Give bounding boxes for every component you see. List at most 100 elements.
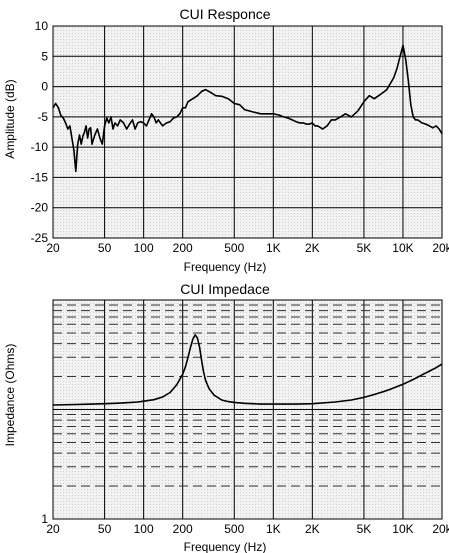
data-point <box>187 101 189 103</box>
data-point <box>378 95 380 97</box>
data-point <box>73 149 75 151</box>
data-point <box>122 122 125 124</box>
data-point <box>330 119 332 121</box>
y-tick-label: -15 <box>31 170 49 184</box>
data-point <box>441 363 443 365</box>
data-point <box>114 402 116 404</box>
data-point <box>62 117 64 119</box>
data-point <box>194 334 196 336</box>
data-point <box>60 115 62 117</box>
data-point <box>432 127 434 129</box>
data-point <box>295 121 297 123</box>
data-point <box>227 401 229 403</box>
x-tick-label: 2K <box>305 522 320 536</box>
response-y-axis-label: Amplitude (dB) <box>3 79 17 158</box>
data-point <box>221 95 223 97</box>
data-point <box>421 374 423 376</box>
data-point <box>295 403 297 405</box>
data-point <box>137 122 139 124</box>
data-point <box>176 384 178 386</box>
data-point <box>402 383 404 385</box>
data-point <box>260 113 262 115</box>
data-point <box>103 125 106 127</box>
data-point <box>314 125 316 127</box>
data-point <box>357 110 359 112</box>
data-point <box>130 401 132 404</box>
data-point <box>157 119 160 121</box>
impedance-x-tick-labels: 20 50 100 200 500 1K 2K 5K 10K 20k <box>46 522 449 536</box>
data-point <box>299 122 301 124</box>
data-point <box>311 122 313 124</box>
x-tick-label: 200 <box>173 241 193 255</box>
x-tick-label: 100 <box>134 241 154 255</box>
data-point <box>145 125 147 127</box>
data-point <box>82 135 84 137</box>
x-tick-label: 20 <box>46 241 60 255</box>
data-point <box>80 143 82 145</box>
data-point <box>189 346 192 348</box>
x-tick-label: 20k <box>432 241 449 255</box>
data-point <box>153 399 155 401</box>
data-point <box>114 122 116 124</box>
data-point <box>425 123 427 125</box>
data-point <box>64 122 67 124</box>
data-point <box>75 403 77 406</box>
data-point <box>417 119 419 121</box>
data-point <box>91 143 93 145</box>
impedance-y-axis-label: Impedance (Ohms) <box>3 344 17 447</box>
response-plot-area <box>52 25 443 239</box>
data-point <box>196 337 199 339</box>
data-point <box>368 95 370 97</box>
data-point <box>389 388 392 390</box>
data-point <box>287 117 289 119</box>
data-point <box>202 371 205 373</box>
data-point <box>150 113 153 115</box>
response-y-tick-labels: 10 5 0 -5 -10 -15 -20 -25 <box>31 19 49 245</box>
data-point <box>55 102 57 105</box>
data-point <box>213 394 215 396</box>
data-point <box>339 116 342 118</box>
data-point <box>260 403 262 405</box>
data-point <box>233 102 235 105</box>
data-point <box>239 104 241 106</box>
impedance-chart: 20 50 100 200 500 1K 2K 5K 10K 20k 1 CUI Impedace… <box>3 281 449 553</box>
data-point <box>396 67 398 69</box>
data-point <box>119 119 121 121</box>
data-point <box>161 125 164 127</box>
data-point <box>110 116 112 118</box>
data-point <box>169 391 171 394</box>
data-point <box>101 143 103 145</box>
response-series-points <box>52 44 443 172</box>
data-point <box>143 400 145 402</box>
x-tick-label: 5K <box>357 241 372 255</box>
x-tick-label: 20k <box>432 522 449 536</box>
y-tick-label: 10 <box>35 19 49 33</box>
x-tick-label: 100 <box>134 522 154 536</box>
data-point <box>393 76 395 79</box>
data-point <box>272 113 274 115</box>
impedance-series-points <box>52 334 443 406</box>
data-point <box>126 128 128 130</box>
data-point <box>83 131 86 133</box>
data-point <box>96 128 99 130</box>
data-point <box>99 137 101 139</box>
data-point <box>137 401 139 403</box>
data-point <box>106 117 108 119</box>
data-point <box>201 90 203 93</box>
data-point <box>204 379 207 381</box>
impedance-chart-title: CUI Impedace <box>180 281 270 297</box>
data-point <box>169 121 171 123</box>
data-point <box>134 128 136 130</box>
data-point <box>350 399 352 401</box>
x-tick-label: 200 <box>173 522 193 536</box>
data-point <box>382 391 384 393</box>
data-point <box>350 116 352 118</box>
y-tick-label: -25 <box>31 231 49 245</box>
data-point <box>334 401 336 403</box>
data-point <box>87 137 89 139</box>
response-x-axis-label: Frequency (Hz) <box>184 260 267 274</box>
data-point <box>85 125 87 127</box>
data-point <box>90 127 92 129</box>
x-tick-label: 20 <box>46 522 60 536</box>
